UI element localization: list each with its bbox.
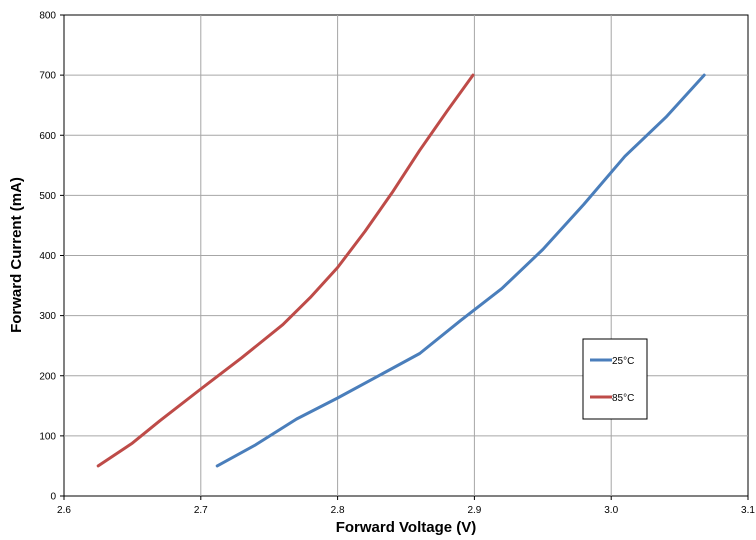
x-tick-label: 3.0 xyxy=(604,505,618,516)
series-lines xyxy=(96,73,706,468)
y-tick-label: 500 xyxy=(39,191,56,202)
series-line-25c xyxy=(215,73,706,468)
y-tick-label: 600 xyxy=(39,131,56,142)
legend-label-25c: 25°C xyxy=(612,356,634,367)
y-tick-label: 300 xyxy=(39,311,56,322)
legend: 25°C 85°C xyxy=(582,338,648,420)
y-tick-label: 700 xyxy=(39,71,56,82)
x-tick-label: 2.9 xyxy=(467,505,481,516)
x-axis-title: Forward Voltage (V) xyxy=(336,519,477,536)
y-tick-label: 800 xyxy=(39,11,56,22)
y-tick-label: 200 xyxy=(39,371,56,382)
y-tick-label: 400 xyxy=(39,251,56,262)
y-tick-label: 100 xyxy=(39,431,56,442)
y-tick-label: 0 xyxy=(50,492,56,503)
legend-label-85c: 85°C xyxy=(612,393,634,404)
x-tick-label: 2.8 xyxy=(331,505,345,516)
y-axis-ticks: 0 100 200 300 400 500 600 700 800 xyxy=(39,11,64,503)
legend-box xyxy=(582,338,648,420)
x-tick-label: 2.7 xyxy=(194,505,208,516)
series-line-85c xyxy=(96,73,475,468)
x-axis-ticks: 2.6 2.7 2.8 2.9 3.0 3.1 xyxy=(57,496,755,516)
x-tick-label: 2.6 xyxy=(57,505,71,516)
y-axis-title: Forward Current (mA) xyxy=(8,177,25,333)
x-tick-label: 3.1 xyxy=(741,505,755,516)
